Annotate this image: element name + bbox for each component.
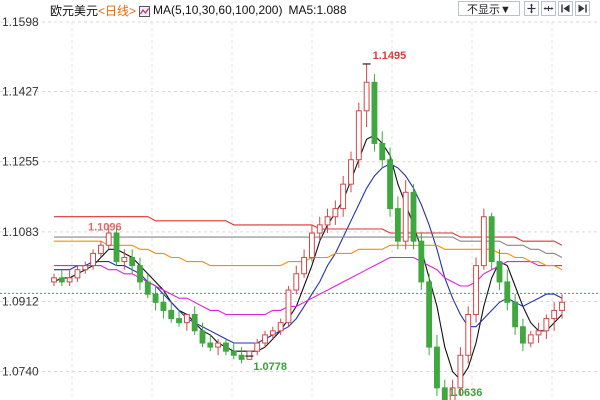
candle-body-down [426, 281, 433, 348]
candle-body-down [137, 265, 143, 283]
candle-body-down [176, 318, 182, 324]
candle-body-down [434, 346, 440, 389]
step-forward-icon[interactable] [575, 1, 590, 16]
candle-body-down [129, 256, 136, 267]
candle-body-down [191, 314, 198, 332]
candle-body-down [113, 232, 120, 263]
annotation-label: 1.1096 [88, 222, 122, 234]
candle-body-down [152, 293, 159, 303]
candle-body-up [51, 277, 57, 283]
ma-line-ma60 [54, 240, 563, 271]
candle-body-up [543, 318, 550, 332]
candle-body-down [504, 281, 511, 303]
candle-body-up [308, 232, 315, 258]
ma5-readout: MA5:1.088 [288, 3, 347, 17]
candle-body-down [387, 159, 393, 210]
candle-body-up [215, 342, 222, 348]
candle-body-down [168, 309, 175, 320]
candle-body-up [277, 322, 284, 332]
y-tick-label: 1.1083 [2, 225, 39, 239]
candle-body-up [473, 265, 479, 316]
candles [51, 63, 565, 400]
ma-settings-icon[interactable] [139, 5, 151, 17]
candle-body-up [316, 224, 323, 234]
price-annotations: 1.1096 1.1495 1.0778 1.0636 [88, 50, 483, 399]
annotation-label: 1.1495 [373, 50, 407, 62]
candle-body-up [121, 256, 128, 263]
y-tick-label: 1.0912 [2, 294, 39, 308]
chart-header: 欧元美元 <日线> MA(5,10,30,60,100,200) MA5:1.0… [50, 2, 347, 18]
candle-body-up [340, 183, 347, 210]
y-axis-ticks: 1.1598 1.1427 1.1255 1.1083 1.0912 1.0740 [2, 15, 39, 379]
candle-body-up [285, 289, 292, 324]
candle-body-up [183, 314, 190, 324]
candle-body-up [559, 301, 565, 311]
display-select[interactable]: 不显示▼ [458, 1, 520, 16]
step-back-icon[interactable] [558, 1, 573, 16]
y-tick-label: 1.0740 [2, 365, 39, 379]
interval-selector[interactable]: <日线> [98, 3, 137, 18]
candle-body-up [535, 330, 542, 336]
ma-line-ma100 [54, 236, 563, 258]
candle-body-up [402, 191, 409, 242]
candle-body-down [207, 342, 214, 348]
candle-body-up [97, 244, 104, 254]
candle-body-down [230, 350, 237, 356]
candle-body-up [355, 110, 362, 161]
candle-body-up [551, 309, 558, 320]
candle-body-up [90, 252, 96, 267]
y-tick-label: 1.1255 [2, 155, 39, 169]
candle-body-up [324, 216, 331, 226]
candle-body-down [520, 326, 526, 344]
candle-body-down [512, 301, 519, 328]
candle-body-down [144, 281, 151, 295]
candle-body-up [457, 354, 464, 389]
candle-body-up [332, 208, 339, 218]
candle-body-up [348, 159, 354, 185]
candle-body-up [465, 314, 472, 356]
candle-body-up [301, 256, 308, 275]
candle-body-up [269, 330, 276, 336]
candle-body-up [262, 334, 268, 344]
annotation-label: 1.0636 [449, 387, 483, 399]
candle-body-down [488, 216, 495, 263]
candle-body-up [254, 342, 261, 352]
candle-body-up [449, 387, 456, 400]
candle-body-down [418, 240, 425, 283]
candle-body-up [363, 81, 370, 112]
candle-body-up [527, 334, 534, 344]
candle-body-down [441, 387, 448, 400]
ma-line-ma200 [54, 216, 563, 246]
y-tick-label: 1.1427 [2, 85, 39, 99]
zoom-in-icon[interactable] [524, 1, 539, 16]
candle-body-down [160, 301, 167, 311]
ma-label: MA(5,10,30,60,100,200) [153, 3, 283, 17]
candle-body-down [410, 191, 417, 242]
annotation-label: 1.0778 [253, 361, 287, 373]
candle-body-down [379, 142, 386, 161]
symbol-name: 欧元美元 [50, 3, 99, 18]
candle-body-down [496, 261, 503, 283]
candle-body-up [82, 265, 89, 271]
candle-body-up [66, 277, 73, 283]
y-tick-label: 1.1598 [2, 15, 39, 29]
candle-body-down [238, 354, 245, 360]
candle-body-up [74, 269, 81, 279]
candle-body-up [293, 273, 300, 291]
candle-body-down [199, 330, 206, 344]
candle-body-up [246, 350, 253, 360]
candle-body-down [58, 277, 65, 283]
candle-body-up [105, 232, 112, 246]
candle-body-up [480, 216, 487, 267]
zoom-out-icon[interactable] [541, 1, 556, 16]
candle-body-down [223, 342, 229, 352]
candle-body-down [394, 208, 401, 242]
candle-body-down [371, 81, 378, 144]
ma-line-ma5 [53, 134, 563, 381]
